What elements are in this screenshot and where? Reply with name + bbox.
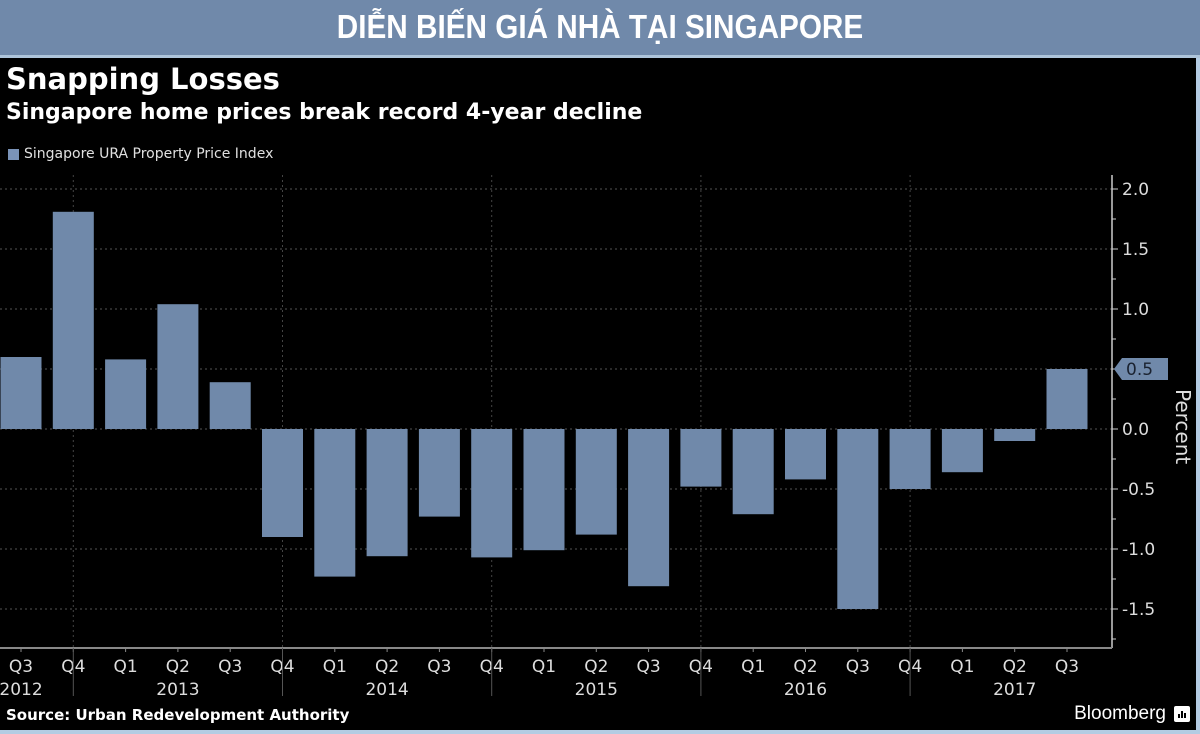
x-tick-label: Q1 <box>323 657 347 677</box>
bar-q2-2017 <box>994 429 1036 441</box>
x-tick-label: Q3 <box>9 657 33 677</box>
y-tick-label: 1.5 <box>1122 240 1149 260</box>
legend-swatch <box>8 148 19 160</box>
bar-q3-2014 <box>418 429 460 517</box>
year-label: 2017 <box>993 680 1036 700</box>
x-tick-label: Q3 <box>636 657 660 677</box>
year-label: 2012 <box>0 680 43 700</box>
bar-q3-2016 <box>837 429 879 609</box>
bar-q3-2017 <box>1046 369 1088 429</box>
bar-q3-2012 <box>0 357 42 429</box>
bar-q1-2016 <box>732 429 774 515</box>
y-axis-title: Percent <box>1171 389 1195 464</box>
bar-q2-2015 <box>575 429 617 535</box>
x-tick-label: Q1 <box>113 657 137 677</box>
bar-q4-2016 <box>889 429 931 489</box>
x-tick-label: Q3 <box>218 657 242 677</box>
bloomberg-chart-icon <box>1174 706 1190 722</box>
x-tick-label: Q2 <box>584 657 608 677</box>
bar-q4-2012 <box>52 211 94 429</box>
y-tick-label: -0.5 <box>1122 480 1155 500</box>
bar-q3-2013 <box>209 382 251 429</box>
banner-title: DIỄN BIẾN GIÁ NHÀ TẠI SINGAPORE <box>336 8 864 45</box>
y-tick-label: 2.0 <box>1122 180 1149 200</box>
bar-q4-2015 <box>680 429 722 487</box>
bar-q2-2014 <box>366 429 408 557</box>
last-value-callout <box>1114 358 1168 380</box>
bar-q1-2014 <box>314 429 356 577</box>
x-tick-label: Q3 <box>427 657 451 677</box>
y-tick-label: -1.0 <box>1122 540 1155 560</box>
x-tick-label: Q2 <box>375 657 399 677</box>
bar-q1-2017 <box>941 429 983 473</box>
banner: DIỄN BIẾN GIÁ NHÀ TẠI SINGAPORE <box>0 0 1200 58</box>
bar-q1-2013 <box>105 359 147 429</box>
bar-q3-2015 <box>628 429 670 587</box>
bar-q4-2014 <box>471 429 513 558</box>
x-tick-label: Q2 <box>793 657 817 677</box>
legend: Singapore URA Property Price Index <box>8 146 273 162</box>
x-tick-label: Q1 <box>741 657 765 677</box>
x-tick-label: Q1 <box>950 657 974 677</box>
bar-q2-2013 <box>157 304 199 429</box>
y-tick-label: -1.5 <box>1122 600 1155 620</box>
y-axis: 2.0 1.5 1.0 0.5 0.0 -0.5 -1.0 -1.5 Percent <box>1111 175 1195 648</box>
x-tick-label: Q3 <box>1055 657 1079 677</box>
source-note: Source: Urban Redevelopment Authority <box>6 706 350 724</box>
bloomberg-logo: Bloomberg <box>1074 703 1166 724</box>
year-label: 2014 <box>365 680 408 700</box>
chart-panel: Snapping Losses Singapore home prices br… <box>0 58 1196 730</box>
bars <box>0 211 1088 609</box>
y-tick-label: 1.0 <box>1122 300 1149 320</box>
legend-label: Singapore URA Property Price Index <box>24 146 274 162</box>
x-tick-label: Q1 <box>532 657 556 677</box>
chart-subtitle: Singapore home prices break record 4-yea… <box>6 100 643 125</box>
x-tick-label: Q2 <box>1003 657 1027 677</box>
x-tick-label: Q3 <box>846 657 870 677</box>
year-label: 2013 <box>156 680 199 700</box>
bar-q1-2015 <box>523 429 565 551</box>
last-value-label: 0.5 <box>1126 360 1153 380</box>
bar-q2-2016 <box>785 429 826 480</box>
y-tick-label: 0.0 <box>1122 420 1149 440</box>
bar-q4-2013 <box>262 429 303 537</box>
x-axis: Q3 Q4 Q1 Q2 Q3 Q4 Q1 Q2 Q3 Q4 Q1 Q2 Q3 Q4 Q1 Q2 Q3 Q4 Q1 Q2… <box>0 647 1112 700</box>
chart-title: Snapping Losses <box>6 62 280 96</box>
year-label: 2015 <box>575 680 618 700</box>
x-tick-label: Q2 <box>166 657 190 677</box>
year-label: 2016 <box>784 680 827 700</box>
